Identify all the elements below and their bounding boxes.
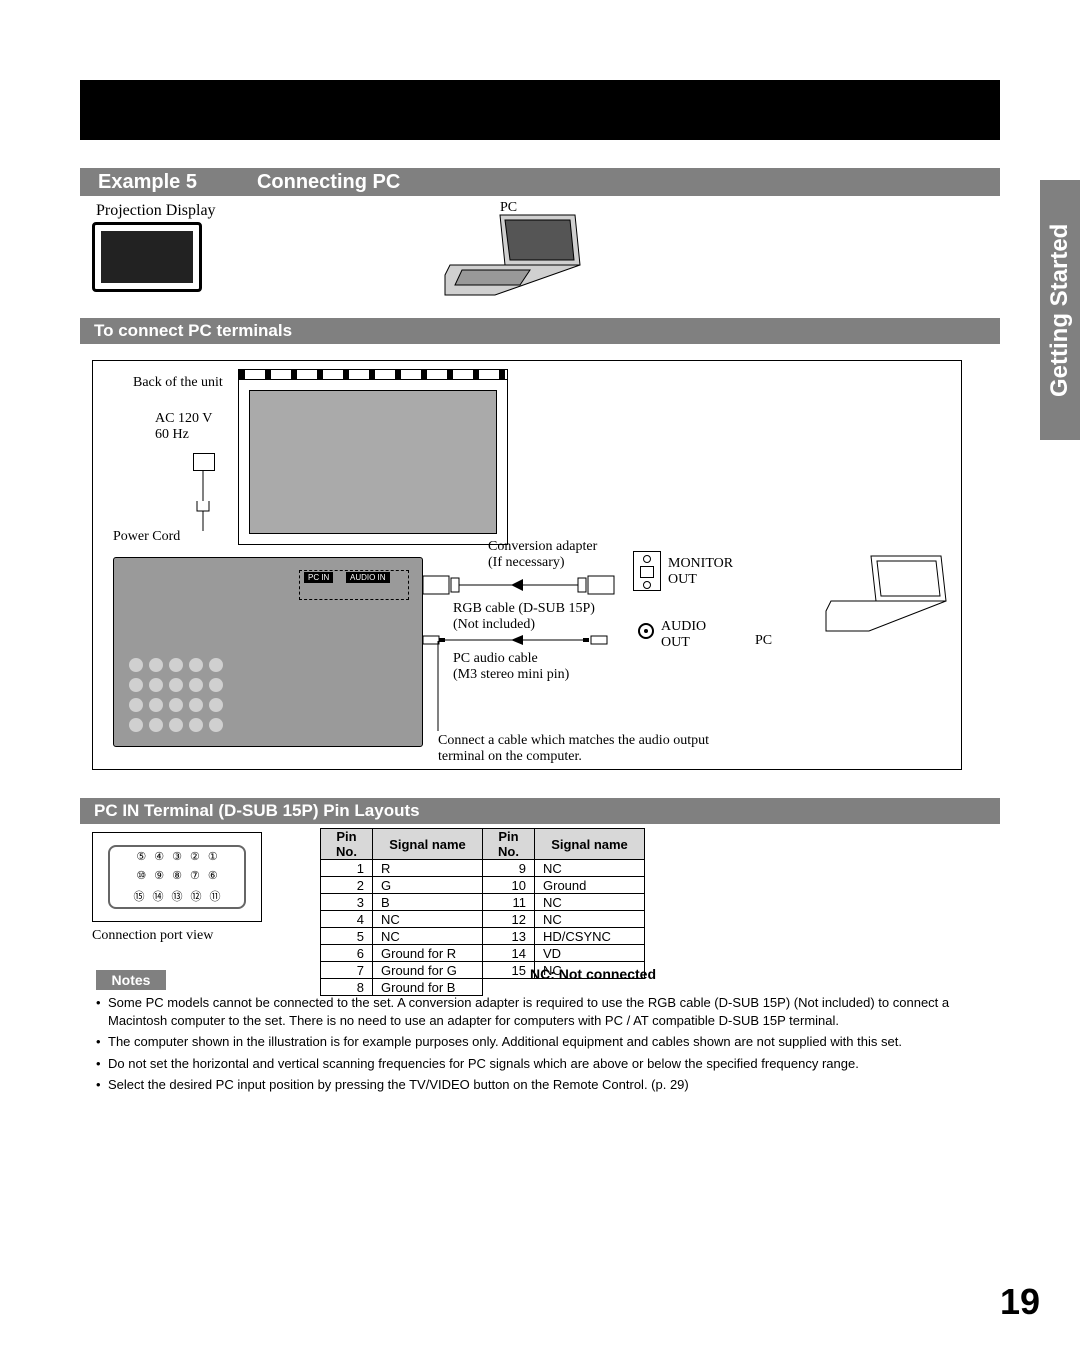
note-item: Some PC models cannot be connected to th… — [96, 994, 966, 1029]
example-title: Connecting PC — [257, 171, 400, 194]
projection-display-label: Projection Display — [96, 202, 216, 220]
ac-spec-line1: AC 120 V — [155, 411, 212, 427]
example-number: Example 5 — [98, 171, 197, 194]
laptop-icon-top — [440, 210, 590, 300]
rgb-cable-l2: (Not included) — [453, 617, 535, 633]
audio-out-icon — [638, 623, 654, 639]
pc-audio-l2: (M3 stereo mini pin) — [453, 667, 569, 683]
note-item: Select the desired PC input position by … — [96, 1076, 966, 1094]
ac-plug-icon — [193, 453, 215, 471]
subheader-connect-pc: To connect PC terminals — [80, 318, 1000, 344]
subheader-pin-layouts: PC IN Terminal (D-SUB 15P) Pin Layouts — [80, 798, 1000, 824]
audio-out-label: AUDIO OUT — [661, 619, 706, 651]
notes-header: Notes — [96, 970, 166, 990]
ac-spec-line2: 60 Hz — [155, 427, 189, 443]
th-signal-2: Signal name — [535, 829, 645, 860]
header-black-bar — [80, 80, 1000, 140]
power-cord-label: Power Cord — [113, 529, 180, 545]
audio-note-l2: terminal on the computer. — [438, 749, 582, 765]
monitor-out-icon — [633, 551, 661, 591]
side-tab-getting-started: Getting Started — [1040, 180, 1080, 440]
back-of-unit-label: Back of the unit — [133, 375, 223, 391]
note-item: Do not set the horizontal and vertical s… — [96, 1055, 966, 1073]
rgb-cable-l1: RGB cable (D-SUB 15P) — [453, 601, 595, 617]
page-number: 19 — [1000, 1281, 1040, 1323]
audio-cable-icon — [423, 633, 623, 653]
connection-diagram: Back of the unit AC 120 V 60 Hz Power Co… — [92, 360, 962, 770]
th-pin-no: Pin No. — [321, 829, 373, 860]
example-title-bar: Example 5 Connecting PC — [80, 168, 1000, 196]
pc-audio-l1: PC audio cable — [453, 651, 538, 667]
th-signal: Signal name — [373, 829, 483, 860]
notes-list: Some PC models cannot be connected to th… — [96, 994, 966, 1098]
nc-note: NC: Not connected — [530, 966, 656, 982]
conv-adapter-l2: (If necessary) — [488, 555, 565, 571]
lead-line — [433, 641, 443, 741]
power-cord-line — [193, 471, 213, 531]
note-item: The computer shown in the illustration i… — [96, 1033, 966, 1051]
pin-row-2: ⑩⑨⑧⑦⑥ — [136, 869, 217, 882]
projection-display-icon — [92, 222, 202, 292]
terminal-panel-icon: PC IN AUDIO IN — [113, 557, 423, 747]
rgb-cable-icon — [423, 571, 623, 601]
laptop-icon-diagram — [821, 551, 951, 641]
connection-port-view: ⑤④③②① ⑩⑨⑧⑦⑥ ⑮⑭⑬⑫⑪ — [92, 832, 262, 922]
pin-row-1: ⑤④③②① — [136, 850, 217, 863]
pc-label-diagram: PC — [755, 633, 772, 649]
monitor-out-label: MONITOR OUT — [668, 556, 733, 588]
unit-back-panel-icon — [238, 369, 508, 545]
conv-adapter-l1: Conversion adapter — [488, 539, 597, 555]
th-pin-no-2: Pin No. — [483, 829, 535, 860]
audio-note-l1: Connect a cable which matches the audio … — [438, 733, 709, 749]
pin-row-3: ⑮⑭⑬⑫⑪ — [134, 888, 221, 904]
connection-port-caption: Connection port view — [92, 928, 213, 944]
